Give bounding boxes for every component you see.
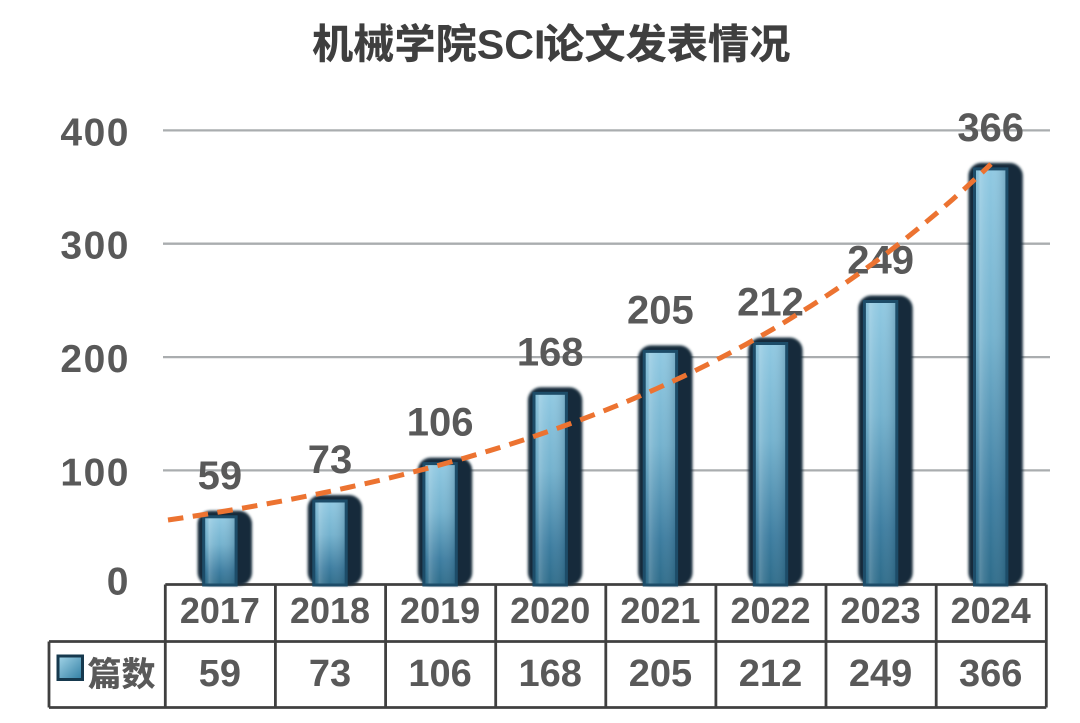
svg-text:205: 205 bbox=[629, 653, 692, 695]
svg-text:59: 59 bbox=[199, 653, 241, 695]
svg-text:400: 400 bbox=[60, 111, 130, 154]
svg-text:106: 106 bbox=[407, 401, 474, 445]
svg-text:106: 106 bbox=[408, 653, 471, 695]
svg-text:2021: 2021 bbox=[620, 590, 700, 631]
svg-text:366: 366 bbox=[959, 653, 1022, 695]
svg-text:59: 59 bbox=[198, 454, 243, 498]
svg-text:212: 212 bbox=[739, 653, 802, 695]
svg-text:2024: 2024 bbox=[951, 590, 1031, 631]
svg-text:300: 300 bbox=[60, 225, 130, 268]
svg-text:168: 168 bbox=[517, 330, 584, 374]
svg-text:73: 73 bbox=[309, 653, 351, 695]
svg-text:249: 249 bbox=[849, 653, 912, 695]
svg-text:2017: 2017 bbox=[180, 590, 260, 631]
svg-text:SCI: SCI bbox=[477, 22, 546, 68]
svg-text:2020: 2020 bbox=[510, 590, 590, 631]
svg-text:205: 205 bbox=[627, 288, 694, 332]
svg-text:2023: 2023 bbox=[841, 590, 921, 631]
svg-text:2018: 2018 bbox=[290, 590, 370, 631]
svg-text:100: 100 bbox=[60, 451, 130, 494]
svg-text:2022: 2022 bbox=[730, 590, 810, 631]
svg-text:200: 200 bbox=[60, 338, 130, 381]
svg-text:73: 73 bbox=[308, 438, 353, 482]
svg-text:0: 0 bbox=[107, 561, 130, 604]
svg-text:168: 168 bbox=[518, 653, 581, 695]
svg-text:366: 366 bbox=[957, 106, 1024, 150]
svg-text:2019: 2019 bbox=[400, 590, 480, 631]
